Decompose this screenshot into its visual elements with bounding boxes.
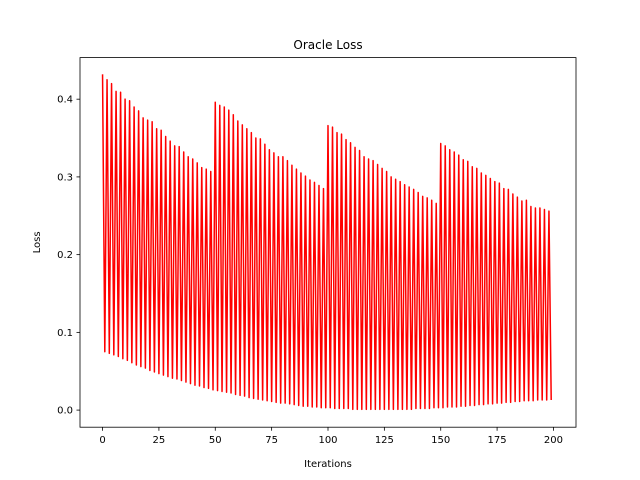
- ticks: 0 25 50 75 100 125 150 175 200 0.0 0.1 0.2 0.3 0.4: [57, 95, 563, 447]
- y-tick-label: 0.2: [57, 250, 73, 261]
- chart-title: Oracle Loss: [293, 38, 362, 52]
- y-tick-label: 0.3: [57, 172, 73, 183]
- axes-frame: [79, 57, 577, 428]
- x-tick-label: 175: [488, 435, 507, 446]
- x-tick-label: 200: [544, 435, 563, 446]
- y-tick-label: 0.4: [57, 95, 73, 106]
- x-tick-label: 25: [153, 435, 166, 446]
- series-line-0: [101, 74, 552, 411]
- x-tick-label: 125: [375, 435, 394, 446]
- x-tick-label: 150: [431, 435, 450, 446]
- x-tick-label: 0: [99, 435, 105, 446]
- x-tick-label: 50: [209, 435, 222, 446]
- x-tick-label: 100: [318, 435, 337, 446]
- y-axis-label: Loss: [32, 231, 43, 253]
- plot-area: [101, 74, 552, 411]
- x-tick-label: 75: [265, 435, 278, 446]
- y-tick-label: 0.1: [57, 328, 73, 339]
- y-tick-label: 0.0: [57, 406, 73, 417]
- x-axis-label: Iterations: [304, 459, 352, 470]
